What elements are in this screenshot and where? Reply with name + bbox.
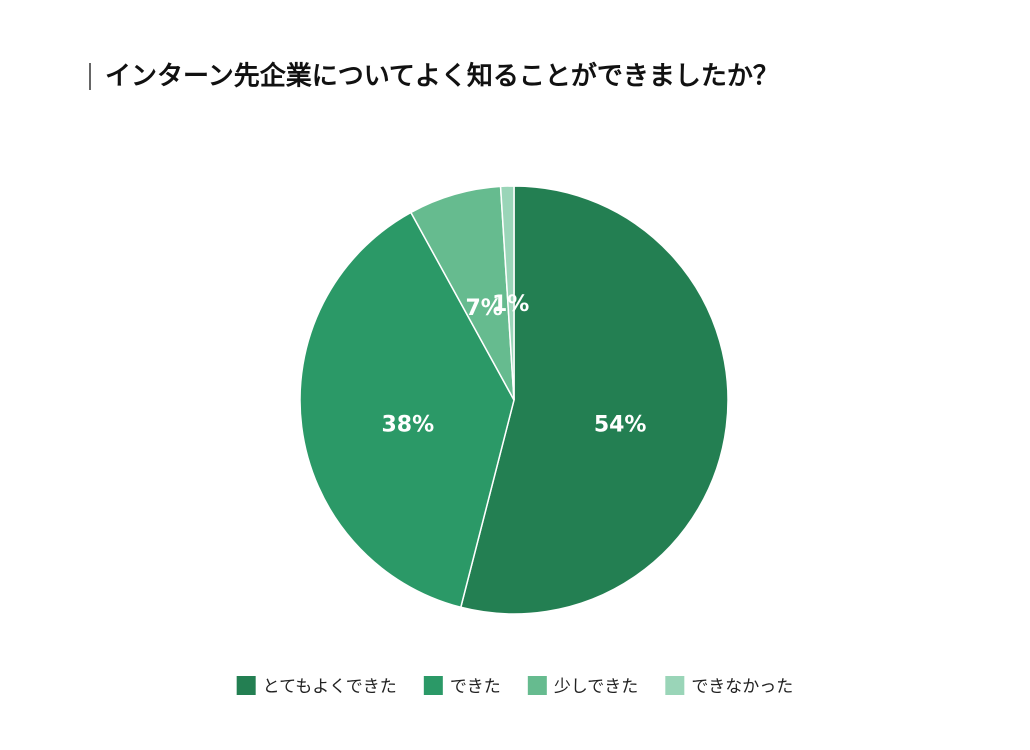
legend-swatch <box>665 676 685 695</box>
pie-slice <box>499 185 515 401</box>
legend-label: 少しできた <box>554 677 639 697</box>
pie-slice <box>299 211 515 609</box>
legend-swatch <box>527 676 547 695</box>
legend-swatch <box>236 676 256 695</box>
value-label: 54% <box>594 412 647 437</box>
value-label: 1% <box>492 292 529 317</box>
legend-swatch <box>423 676 443 695</box>
legend-label: できた <box>450 677 501 697</box>
pie-slice <box>459 185 729 615</box>
value-label: 38% <box>382 412 435 437</box>
legend-label: できなかった <box>691 677 793 697</box>
legend-label: とてもよくできた <box>263 677 397 697</box>
chart-title: インターン先企業についてよく知ることができましたか？ <box>105 61 779 92</box>
value-label: 7% <box>465 296 502 321</box>
